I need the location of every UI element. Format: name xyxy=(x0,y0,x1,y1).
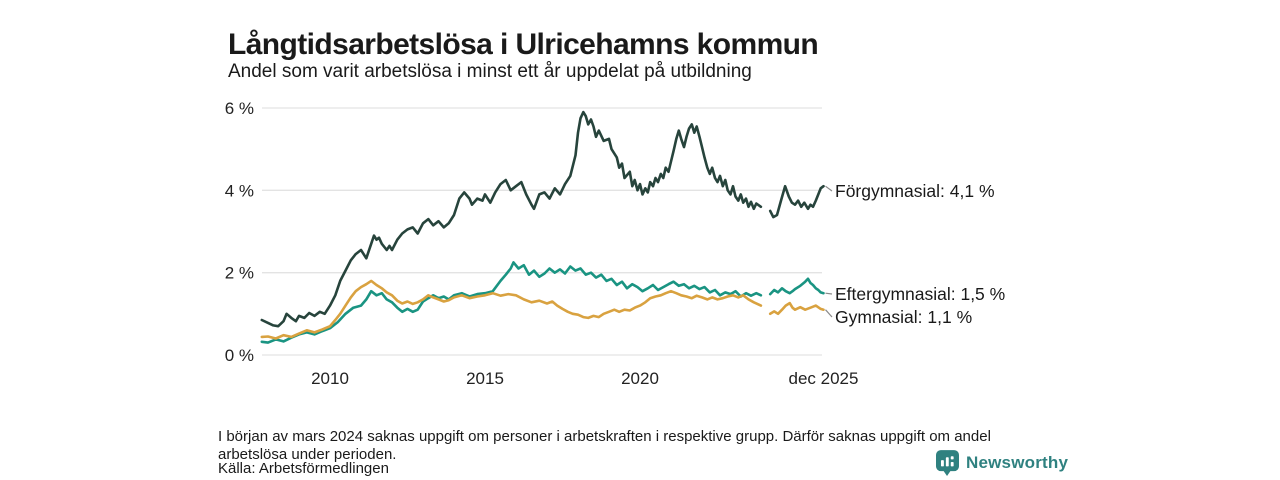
series-label-connector xyxy=(825,292,833,295)
series-line-gymnasial xyxy=(260,279,825,340)
source-note: Källa: Arbetsförmedlingen xyxy=(218,460,389,477)
series-label-connector xyxy=(825,309,833,318)
x-axis-tick-label: 2020 xyxy=(621,369,659,388)
y-axis-tick-label: 4 % xyxy=(225,181,254,200)
y-axis-tick-label: 0 % xyxy=(225,346,254,365)
series-label-eftergymnasial: Eftergymnasial: 1,5 % xyxy=(835,284,1005,304)
x-axis-tick-label: 2010 xyxy=(311,369,349,388)
chart-plot-area: 0 % 2 % 4 % 6 % 2010 2015 2020 dec 2025 xyxy=(225,99,859,388)
page-subtitle: Andel som varit arbetslösa i minst ett å… xyxy=(228,61,752,82)
series-label-gymnasial: Gymnasial: 1,1 % xyxy=(835,307,972,327)
series-label-forgymnasial: Förgymnasial: 4,1 % xyxy=(835,181,995,201)
series-line-eftergymnasial xyxy=(260,261,825,344)
newsworthy-logo: Newsworthy xyxy=(936,450,1068,476)
y-axis-tick-label: 2 % xyxy=(225,264,254,283)
newsworthy-wordmark: Newsworthy xyxy=(966,453,1069,472)
footnote: I början av mars 2024 saknas uppgift om … xyxy=(218,428,991,464)
x-axis-tick-label: 2015 xyxy=(466,369,504,388)
x-axis-tick-label: dec 2025 xyxy=(789,369,859,388)
page-title: Långtidsarbetslösa i Ulricehamns kommun xyxy=(228,28,819,62)
series-line-forgymnasial xyxy=(260,110,825,328)
series-label-connector xyxy=(825,185,833,192)
bar-chart-bubble-icon xyxy=(936,450,959,476)
y-axis-tick-label: 6 % xyxy=(225,99,254,118)
